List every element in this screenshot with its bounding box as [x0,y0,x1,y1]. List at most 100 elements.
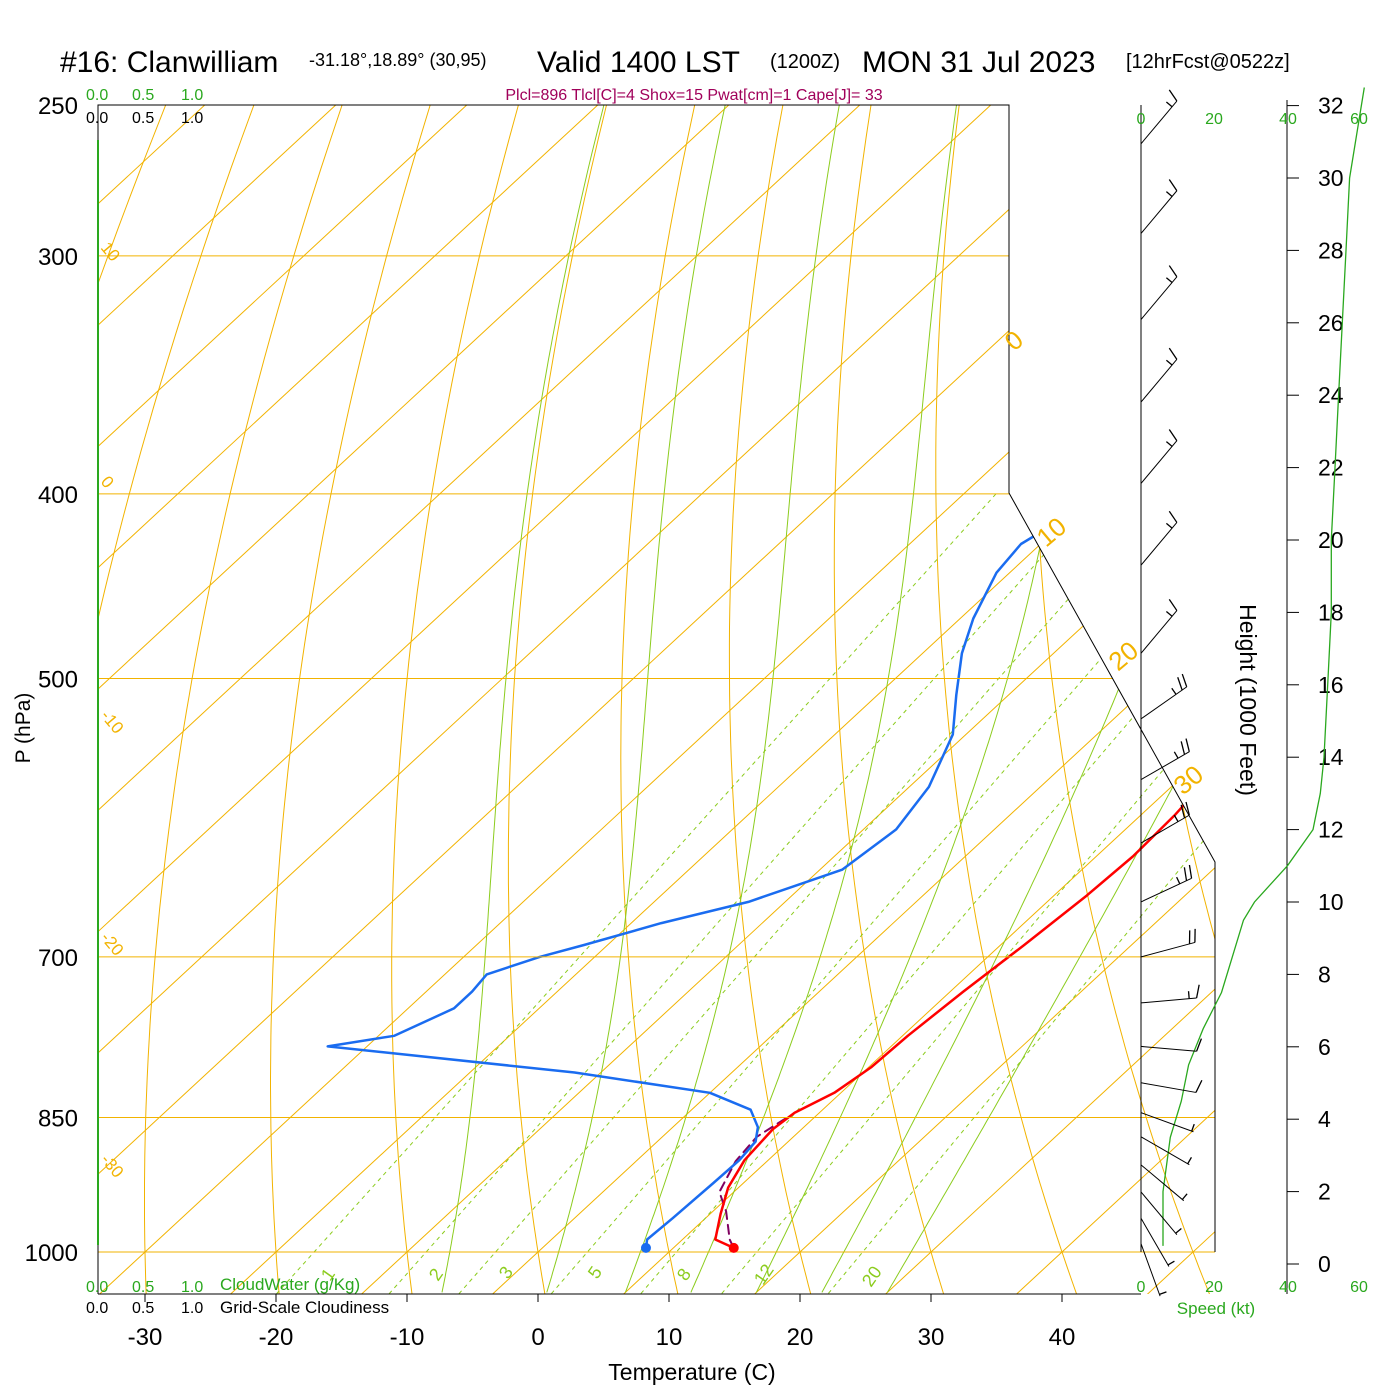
wind-barb [1140,347,1178,403]
wind-barb-flag [1185,738,1190,752]
height-tick-label: 2 [1318,1179,1331,1205]
cloudiness-tick-top-2: 1.0 [181,110,203,127]
wind-barb-flag [1168,347,1178,360]
surface-temperature-marker [728,1242,739,1253]
isotherm-line [997,105,1215,1294]
title-coords: -31.18°,18.89° (30,95) [309,50,487,70]
moist-adiabat-line [441,105,605,1293]
dry-adiabat-label: 0 [97,472,118,491]
wind-barb-halfflag [1181,1193,1188,1200]
wind-barb-staff [1140,1164,1185,1202]
speed-tick-bottom-1: 20 [1205,1279,1223,1296]
isotherm-line [604,105,1215,1294]
wind-barb-flag [1168,510,1178,523]
pressure-tick-label: 250 [38,93,78,120]
dry-adiabat-line [1033,105,1215,1294]
wind-barb-halfflag [1159,1291,1167,1295]
wind-barb-staff [1140,877,1192,903]
cloudwater-tick-top-0: 0.0 [86,87,108,104]
temperature-tick-label: -30 [128,1324,163,1351]
wind-barb-halfflag [1176,876,1181,885]
height-tick-label: 4 [1318,1106,1331,1132]
dry-adiabat-label: -30 [97,1150,127,1181]
mixing-ratio-label: 8 [673,1265,695,1285]
speed-tick-bottom-0: 0 [1137,1279,1146,1296]
moist-adiabat-line [755,105,1102,1293]
cloudwater-tick-top-2: 1.0 [181,87,203,104]
mixing-ratio-label: 2 [425,1265,447,1285]
height-axis-title: Height (1000 Feet) [1235,604,1261,796]
isotherm-label: 30 [1168,759,1209,801]
wind-barb-halfflag [1175,1227,1182,1234]
isotherm-line [342,105,1215,1294]
mixing-ratio-line [705,493,1215,1294]
wind-barb-staff [1140,814,1190,844]
isotherm-line [211,105,1215,1294]
pressure-tick-label: 300 [38,244,78,271]
wind-barb-halfflag [1165,359,1173,366]
temperature-tick-label: 20 [787,1324,814,1351]
moist-adiabat-line [546,105,726,1293]
mixing-ratio-label: 5 [584,1263,606,1283]
wind-barb-staff [1140,751,1190,781]
cloudiness-tick-bottom-2: 1.0 [181,1300,203,1317]
cloudwater-tick-bottom-1: 0.5 [132,1279,154,1296]
wind-barb [1140,1112,1195,1133]
y-axis-title: P (hPa) [12,693,35,764]
wind-barb [1140,429,1178,484]
height-tick-label: 6 [1318,1034,1331,1060]
wind-barb-flag [1180,741,1186,755]
wind-barb [1140,1217,1175,1267]
wind-barb-staff [1140,1082,1197,1093]
mixing-ratio-label: 3 [495,1263,517,1283]
isotherm-line [98,105,1123,1294]
mixing-ratio-line [372,493,1099,1294]
wind-barb-halfflag [1165,191,1173,197]
dry-adiabat-line [144,105,343,1294]
temperature-tick-label: -20 [259,1324,294,1351]
isotherm-line [98,105,730,1294]
wind-barb-staff [1140,100,1178,145]
wind-barb [1140,265,1178,320]
wind-barb-staff [1140,1243,1161,1297]
moist-adiabat-line [821,105,1215,1293]
wind-barb-staff [1140,1191,1178,1236]
temperature-tick-label: -10 [390,1324,425,1351]
isotherm-line [98,105,337,1294]
title-zulu: (1200Z) [770,51,840,73]
height-tick-label: 24 [1318,382,1344,408]
wind-barb [1140,1079,1203,1093]
wind-barb-staff [1140,941,1196,958]
isotherm-line [98,105,599,1294]
isotherm-label: 0 [999,324,1029,356]
dry-adiabat-line [728,105,818,1294]
height-tick-label: 28 [1318,237,1344,263]
wind-barb-staff [1140,190,1178,234]
wind-barb-flag [1195,1079,1203,1093]
wind-barb-halfflag [1165,277,1173,283]
wind-barb [1140,928,1196,958]
moist-adiabat-line [690,105,957,1293]
wind-barb-flag [1195,984,1200,999]
height-tick-label: 10 [1318,889,1344,915]
wind-barb-halfflag [1165,101,1173,108]
wind-barb-staff [1140,610,1178,654]
wind-barb-flag [1185,801,1190,816]
dry-adiabat-line [270,105,431,1294]
wind-barb-flag [1168,598,1178,611]
cloudwater-tick-bottom-2: 1.0 [181,1279,203,1296]
pressure-tick-label: 700 [38,945,78,972]
isotherm-label: 20 [1103,635,1144,677]
mixing-ratio-label: 12 [750,1260,778,1288]
dry-adiabat-line [391,105,519,1294]
wind-barb-halfflag [1167,1260,1175,1266]
grid-layer [98,105,1215,1294]
wind-barbs-layer [1140,87,1365,1297]
dry-adiabat-label: -20 [97,928,127,959]
params-line: Plcl=896 Tlcl[C]=4 Shox=15 Pwat[cm]=1 Ca… [505,87,882,104]
isotherm-line [98,105,1215,1294]
isotherm-line [98,105,1215,1294]
speed-tick-top-3: 60 [1350,111,1368,128]
wind-barb [1140,510,1178,566]
